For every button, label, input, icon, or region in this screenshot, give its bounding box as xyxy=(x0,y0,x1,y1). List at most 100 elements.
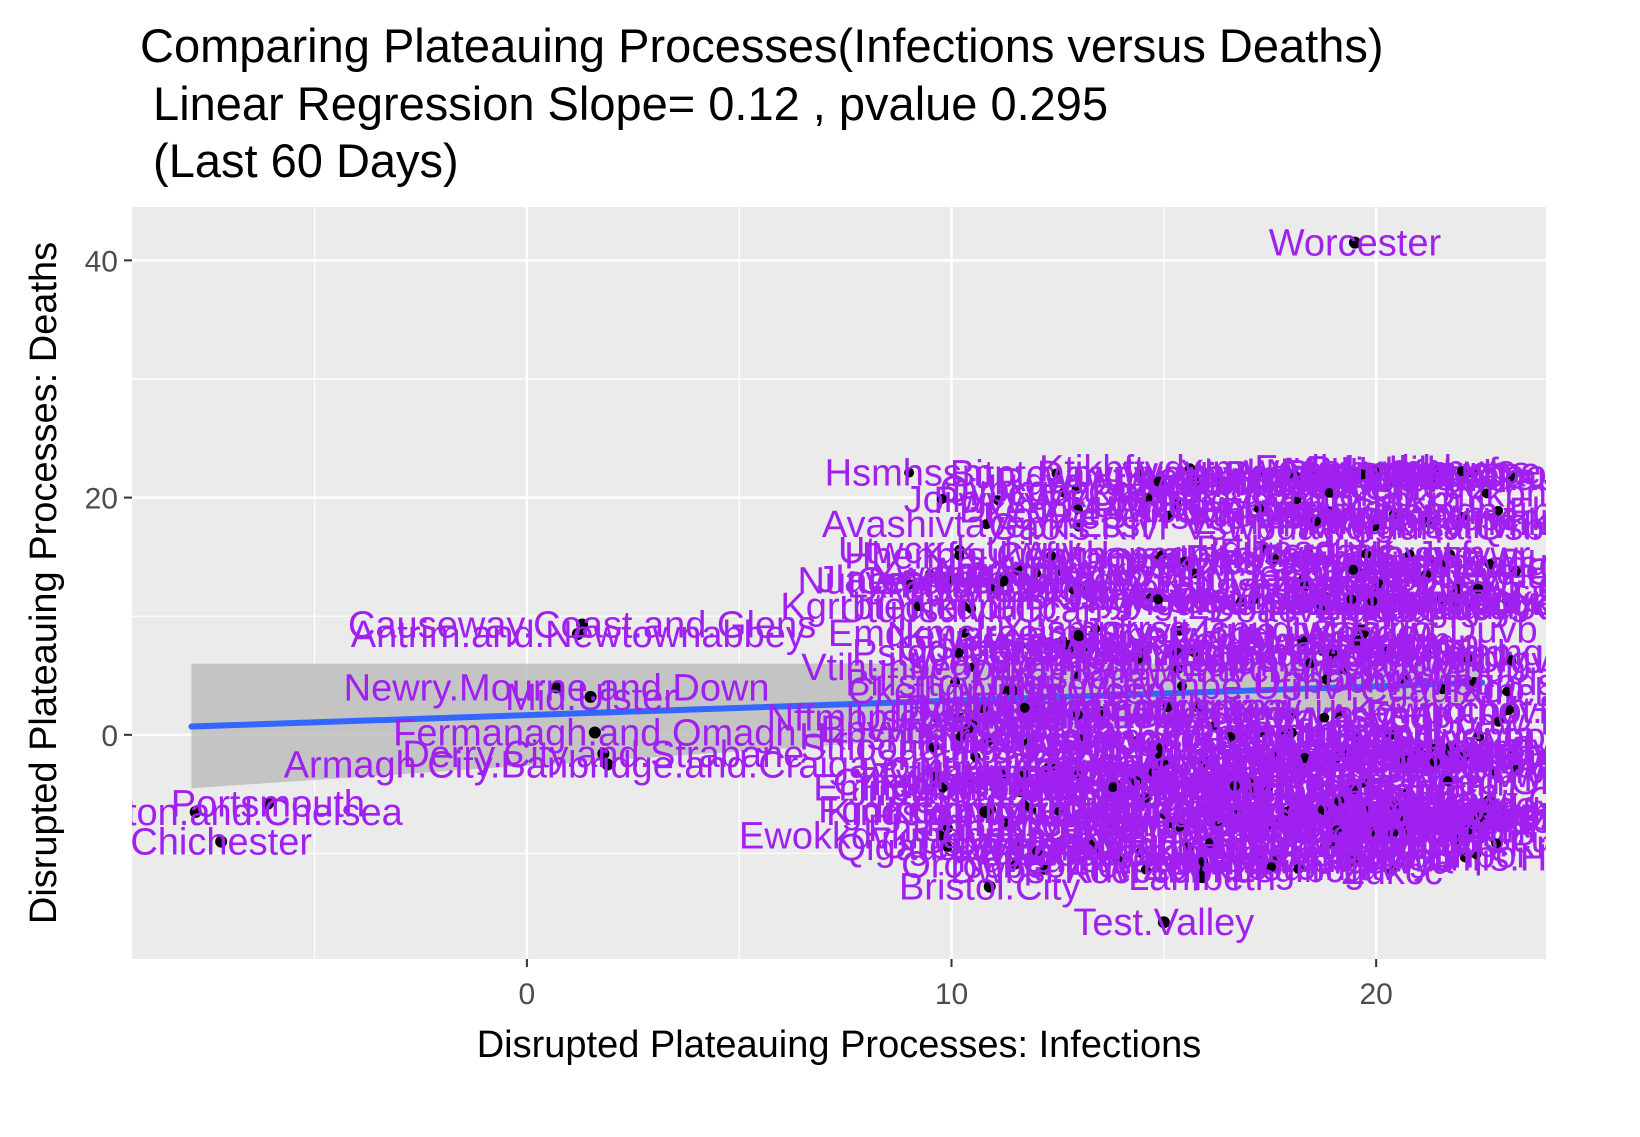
cloud-label: Klschib xyxy=(963,785,1086,827)
cloud-label: Utupsuivii.Ccan xyxy=(839,589,1103,631)
cloud-point xyxy=(934,574,945,585)
cloud-point xyxy=(1367,596,1378,607)
cloud-label: Wenlimsmilfrs.Gonw xyxy=(1122,457,1468,499)
cloud-label: Dgbbpm xyxy=(1254,659,1398,701)
cloud-label: Hsmhssm xyxy=(825,453,994,495)
cloud-label: Hdvuepr.Ftoh xyxy=(1129,760,1357,802)
cloud-label: Pondechovp.Jicd xyxy=(1114,488,1403,530)
cloud-label: Gcwtormkvnvf xyxy=(1273,495,1514,537)
cloud-label: Mefph.Rmyo xyxy=(917,688,1132,730)
cloud-point xyxy=(1019,767,1030,778)
cloud-point xyxy=(1158,758,1169,769)
cloud-label: Dshvkboyv xyxy=(1085,633,1271,675)
cloud-label: Lccvvbshebr xyxy=(1231,695,1445,737)
cloud-point xyxy=(1145,766,1156,777)
cloud-label: Rasorvacbcbaow.Depf xyxy=(1283,453,1640,495)
cloud-point xyxy=(1286,727,1297,738)
cloud-point xyxy=(1450,596,1461,607)
cloud-label: Ckwaunofgfdp xyxy=(910,790,1153,832)
cloud-label: Pckhtpwacuuoc xyxy=(1289,586,1555,628)
cloud-point xyxy=(1400,834,1411,845)
point-label: Lambeth xyxy=(1128,857,1276,899)
cloud-label: Yuesmyfudyklaf xyxy=(1293,555,1560,597)
cloud-point xyxy=(1232,804,1243,815)
cloud-point xyxy=(1054,565,1065,576)
cloud-label: Kgkgieaeopaw.Crrp xyxy=(1087,580,1419,622)
cloud-point xyxy=(1502,686,1513,697)
data-point xyxy=(601,758,614,771)
cloud-label: Pngfhtgasb xyxy=(982,695,1174,737)
cloud-point xyxy=(1331,825,1342,836)
cloud-point xyxy=(1106,790,1117,801)
cloud-label: Hevfgygdperpu xyxy=(899,723,1157,765)
cloud-point xyxy=(1333,709,1344,720)
cloud-label: Avashivtayepk.Essf xyxy=(822,504,1151,546)
cloud-point xyxy=(1247,479,1258,490)
cloud-point xyxy=(1305,658,1316,669)
cloud-label: Kkbayu xyxy=(1394,569,1521,611)
cloud-point xyxy=(942,842,953,853)
cloud-point xyxy=(904,467,915,478)
cloud-label: Wywskfsvifivn.Qshr xyxy=(1294,505,1623,547)
cloud-label: Okgimcil.Bufg xyxy=(1034,751,1268,793)
cloud-label: Dawpwavey xyxy=(1037,454,1242,496)
cloud-point xyxy=(1365,826,1376,837)
cloud-point xyxy=(1179,556,1190,567)
cloud-label: Affwnvaspr.Islw xyxy=(1248,563,1510,605)
cloud-label: Osdkidyincm xyxy=(1032,631,1250,673)
cloud-label: Ktikbftydwm.Fodb xyxy=(1039,448,1341,490)
cloud-point xyxy=(1299,753,1310,764)
cloud-point xyxy=(955,731,966,742)
cloud-point xyxy=(1373,578,1384,589)
cloud-label: Trvcmiwdsgmla xyxy=(1358,544,1621,586)
cloud-point xyxy=(1190,568,1201,579)
cloud-point xyxy=(1493,716,1504,727)
cloud-point xyxy=(930,771,941,782)
cloud-point xyxy=(1511,765,1522,776)
cloud-point xyxy=(992,495,1003,506)
cloud-label: Bpvvnmbp.Wwnp xyxy=(820,709,1116,751)
cloud-point xyxy=(1283,806,1294,817)
cloud-point xyxy=(1327,814,1338,825)
cloud-point xyxy=(1271,750,1282,761)
cloud-point xyxy=(1070,768,1081,779)
cloud-point xyxy=(966,603,977,614)
cloud-point xyxy=(1225,731,1236,742)
cloud-point xyxy=(970,751,981,762)
cloud-label: Jysfvoofdbkfye xyxy=(1010,761,1261,803)
cloud-label: Anuybakr xyxy=(988,625,1149,667)
cloud-label: Zsgibcg xyxy=(1232,849,1365,891)
cloud-point xyxy=(1427,743,1438,754)
cloud-label: Nffmbnfcyagnl.Almn xyxy=(767,697,1106,739)
cloud-point xyxy=(931,712,942,723)
cloud-label: Jtlypllhga.Jitm xyxy=(1247,534,1486,576)
points-layer xyxy=(189,236,1361,929)
cloud-point xyxy=(981,519,992,530)
cloud-point xyxy=(1072,709,1083,720)
cloud-label: Ewokkdvkmgbnba.Skve xyxy=(739,815,1142,857)
cloud-point xyxy=(1490,809,1501,820)
cloud-point xyxy=(1388,509,1399,520)
cloud-point xyxy=(1317,645,1328,656)
cloud-point xyxy=(1058,487,1069,498)
cloud-point xyxy=(1256,727,1267,738)
cloud-point xyxy=(1507,746,1518,757)
cloud-label: Gfpccan xyxy=(1282,550,1424,592)
cloud-point xyxy=(1421,647,1432,658)
cloud-label: Kfkonmarbsrpo.Yayr xyxy=(886,790,1230,832)
x-tick-label: 20 xyxy=(1359,978,1392,1011)
cloud-point xyxy=(1175,822,1186,833)
cloud-point xyxy=(1488,769,1499,780)
cloud-point xyxy=(1358,777,1369,788)
cloud-label: Gvabswowcgig xyxy=(954,719,1210,761)
cloud-label: Fhrwau.Bakn xyxy=(1330,579,1554,621)
cloud-point xyxy=(1299,572,1310,583)
cloud-point xyxy=(1031,568,1042,579)
cloud-label: Euhymc.Namu xyxy=(1191,501,1440,543)
cloud-point xyxy=(1363,804,1374,815)
cloud-point xyxy=(1074,582,1085,593)
cloud-label: Mbcfnrdkau xyxy=(1150,763,1349,805)
cloud-point xyxy=(1452,584,1463,595)
cloud-point xyxy=(1429,756,1440,767)
